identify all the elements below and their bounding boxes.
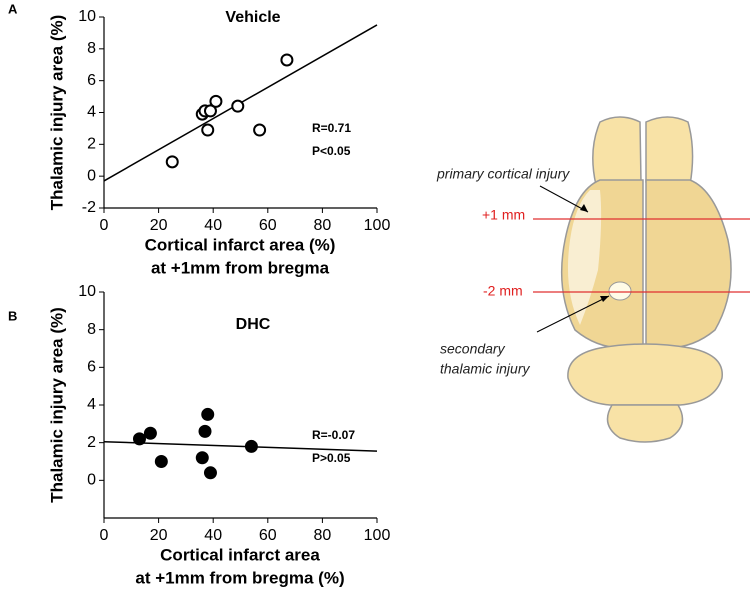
y-tick-label: 6 bbox=[87, 359, 96, 376]
point bbox=[154, 455, 168, 468]
y-tick-label: 4 bbox=[87, 396, 96, 413]
y-tick-label: 0 bbox=[87, 472, 96, 489]
annotation: R=-0.07 bbox=[312, 428, 355, 442]
x-tick-label: 60 bbox=[259, 217, 277, 234]
fit-line bbox=[103, 440, 378, 452]
point bbox=[209, 94, 223, 108]
x-tick-label: 40 bbox=[204, 527, 222, 544]
diagram-label: primary cortical injury bbox=[436, 166, 570, 182]
x-tick-label: 100 bbox=[364, 527, 391, 544]
x-tick-label: 40 bbox=[204, 217, 222, 234]
annotation: P<0.05 bbox=[312, 144, 351, 158]
y-tick-label: 10 bbox=[78, 283, 96, 300]
point bbox=[143, 426, 157, 440]
diagram-label: secondary bbox=[440, 341, 506, 357]
y-tick-label: 6 bbox=[87, 72, 96, 89]
y-tick-label: 8 bbox=[87, 40, 96, 57]
point bbox=[198, 424, 212, 438]
x-tick-label: 0 bbox=[100, 527, 109, 544]
panel-label: A bbox=[8, 1, 18, 16]
y-tick-label: -2 bbox=[82, 199, 96, 216]
point bbox=[203, 104, 217, 118]
y-tick-label: 0 bbox=[87, 167, 96, 184]
diagram-label: thalamic injury bbox=[440, 361, 530, 377]
x-tick-label: 80 bbox=[314, 217, 332, 234]
x-tick-label: 0 bbox=[100, 217, 109, 234]
x-tick-label: 60 bbox=[259, 527, 277, 544]
point bbox=[201, 407, 215, 421]
y-tick-label: 8 bbox=[87, 321, 96, 338]
x-axis-title: Cortical infarct area bbox=[160, 545, 320, 564]
level-label: -2 mm bbox=[483, 283, 523, 299]
y-axis-title: Thalamic injury area (%) bbox=[47, 307, 66, 503]
x-tick-label: 80 bbox=[314, 527, 332, 544]
panel-label: B bbox=[8, 308, 17, 323]
x-axis-title: at +1mm from bregma bbox=[151, 258, 330, 277]
point bbox=[280, 53, 294, 67]
annotation: R=0.71 bbox=[312, 121, 351, 135]
x-tick-label: 20 bbox=[150, 527, 168, 544]
level-label: +1 mm bbox=[482, 207, 525, 223]
y-tick-label: 10 bbox=[78, 8, 96, 25]
point bbox=[132, 432, 146, 446]
y-tick-label: 4 bbox=[87, 104, 96, 121]
y-tick-label: 2 bbox=[87, 434, 96, 451]
point bbox=[203, 466, 217, 480]
x-axis-title: Cortical infarct area (%) bbox=[145, 235, 336, 254]
point bbox=[231, 99, 245, 113]
point bbox=[244, 439, 258, 453]
chart-title: Vehicle bbox=[225, 9, 280, 26]
x-tick-label: 20 bbox=[150, 217, 168, 234]
point bbox=[253, 123, 267, 137]
x-tick-label: 100 bbox=[364, 217, 391, 234]
point bbox=[201, 123, 215, 137]
annotation: P>0.05 bbox=[312, 451, 351, 465]
y-tick-label: 2 bbox=[87, 136, 96, 153]
x-axis-title: at +1mm from bregma (%) bbox=[135, 568, 344, 587]
brain-diagram: primary cortical injury +1 mm -2 mm seco… bbox=[436, 116, 750, 443]
point bbox=[195, 451, 209, 465]
point bbox=[165, 155, 179, 169]
chart-title: DHC bbox=[236, 316, 271, 333]
y-axis-title: Thalamic injury area (%) bbox=[47, 15, 66, 211]
